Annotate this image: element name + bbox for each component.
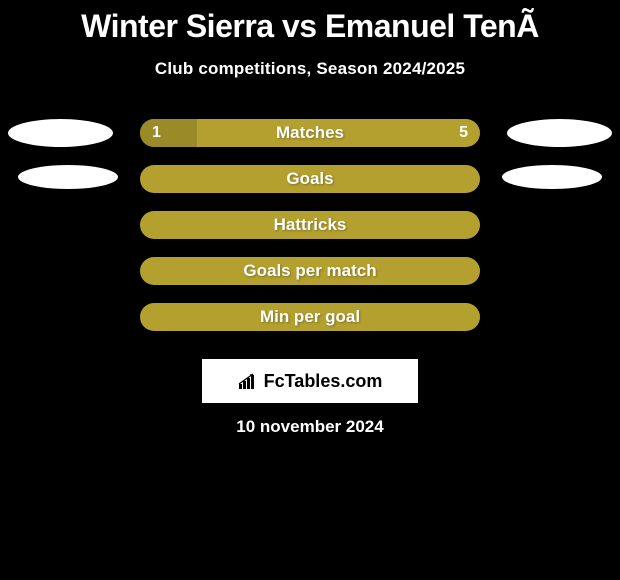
stat-bar: Matches1 5 — [140, 119, 480, 147]
stat-label: Goals per match — [140, 257, 480, 285]
logo-text: FcTables.com — [264, 371, 383, 392]
player-right-avatar — [502, 165, 602, 189]
player-right-avatar — [507, 119, 612, 147]
player-left-avatar — [18, 165, 118, 189]
stat-bar: Hattricks — [140, 211, 480, 239]
logo: FcTables.com — [238, 371, 383, 392]
stat-row: Min per goal — [0, 303, 620, 349]
stat-bar: Goals — [140, 165, 480, 193]
stat-label: Goals — [140, 165, 480, 193]
stat-row: Goals — [0, 165, 620, 211]
stat-row: Matches1 5 — [0, 119, 620, 165]
stat-value-right: 5 — [459, 119, 468, 147]
page-title: Winter Sierra vs Emanuel TenÃ — [0, 0, 620, 45]
stat-row: Hattricks — [0, 211, 620, 257]
bar-chart-icon — [238, 372, 260, 390]
stat-bar: Min per goal — [140, 303, 480, 331]
stat-row: Goals per match — [0, 257, 620, 303]
page-subtitle: Club competitions, Season 2024/2025 — [0, 59, 620, 79]
stat-value-left: 1 — [152, 119, 161, 147]
stat-label: Matches — [140, 119, 480, 147]
comparison-chart: Matches1 5 Goals Hattricks Goals per match Mi… — [0, 119, 620, 349]
player-left-avatar — [8, 119, 113, 147]
stat-label: Min per goal — [140, 303, 480, 331]
logo-box: FcTables.com — [202, 359, 418, 403]
stat-label: Hattricks — [140, 211, 480, 239]
stat-bar: Goals per match — [140, 257, 480, 285]
footer-date: 10 november 2024 — [0, 417, 620, 437]
